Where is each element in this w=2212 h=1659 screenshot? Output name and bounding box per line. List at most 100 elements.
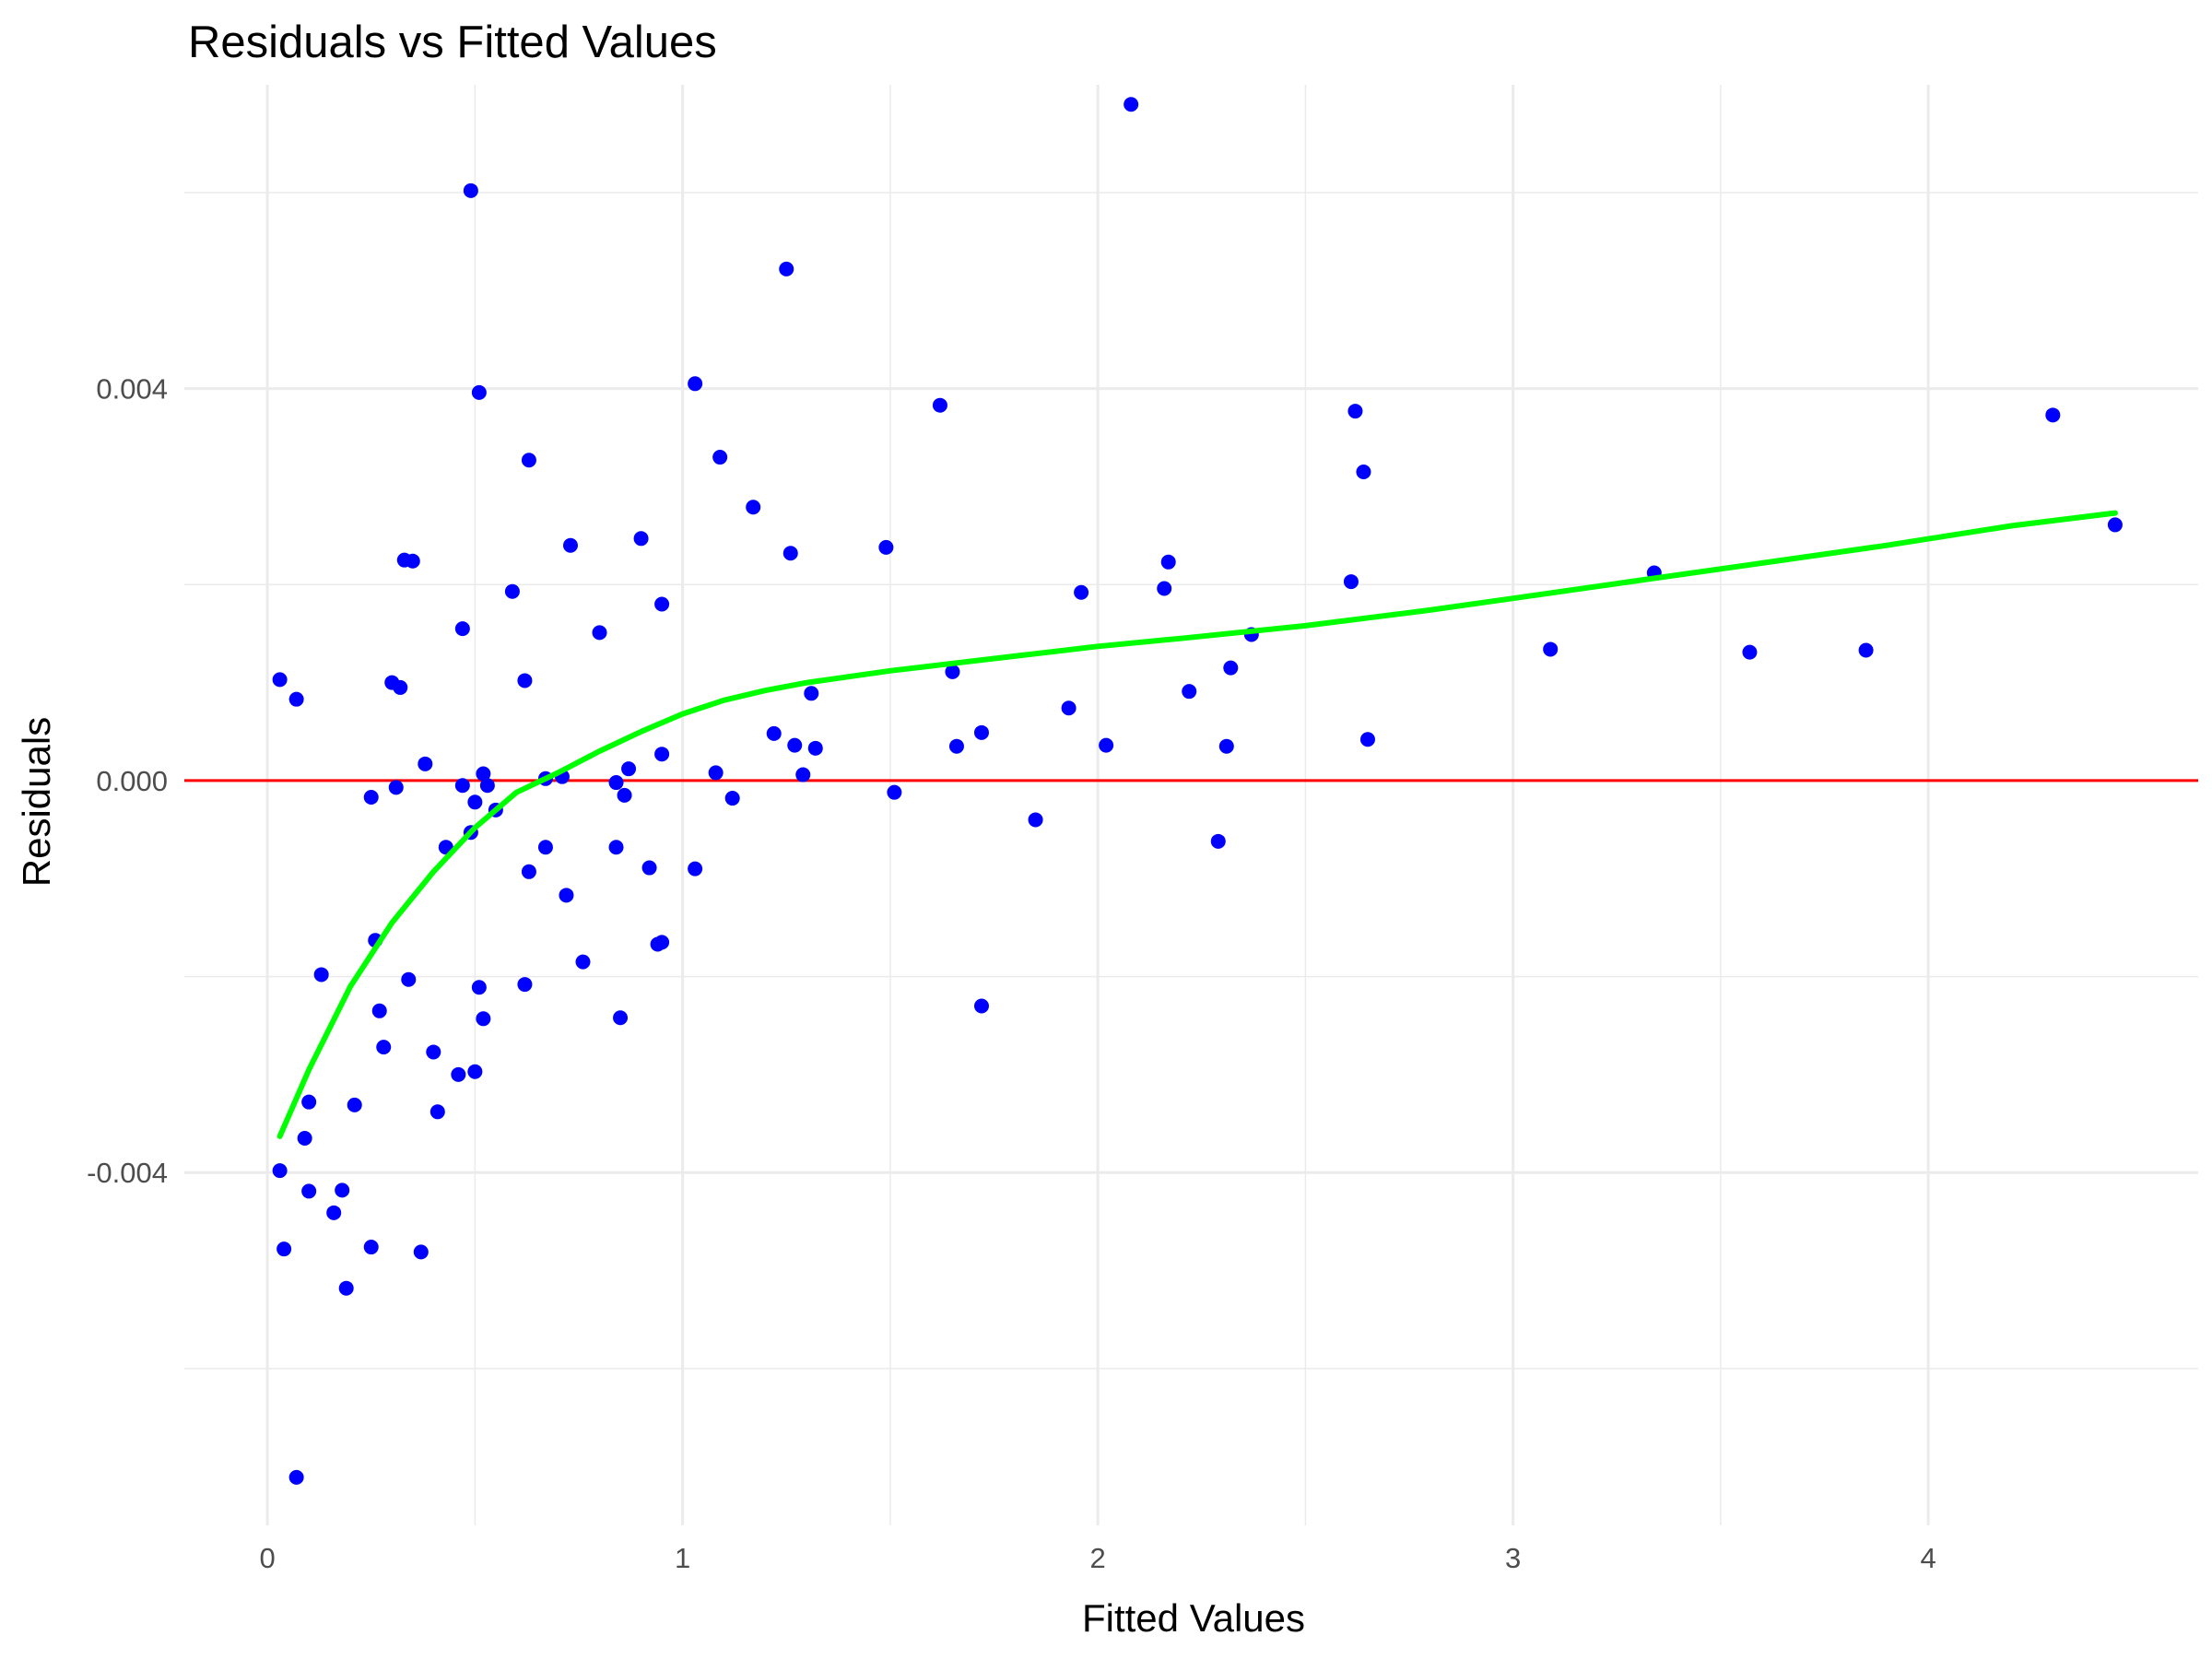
residual-point <box>779 261 794 276</box>
residual-point <box>1074 584 1089 600</box>
residual-point <box>641 860 657 876</box>
residual-point <box>418 756 433 771</box>
ticks-layer: 0 1 2 3 4 -0.004 0.000 0.004 <box>87 373 1936 1574</box>
residual-point <box>932 397 947 413</box>
y-tick-label: 0.004 <box>96 373 168 406</box>
residual-point <box>272 672 288 688</box>
residual-point <box>621 761 637 777</box>
residual-point <box>376 1040 392 1055</box>
residual-point <box>613 1010 629 1026</box>
residual-point <box>1223 660 1239 676</box>
residual-point <box>878 539 894 555</box>
residual-point <box>654 596 670 612</box>
residual-point <box>297 1131 312 1147</box>
residual-point <box>948 738 964 754</box>
residual-point <box>945 664 960 679</box>
residual-point <box>335 1182 350 1198</box>
residual-point <box>517 673 533 688</box>
residual-point <box>326 1205 342 1220</box>
residual-point <box>405 553 420 569</box>
residual-point <box>887 784 902 800</box>
residual-point <box>313 967 329 982</box>
y-axis-title: Residuals <box>15 717 58 887</box>
residual-point <box>766 725 782 741</box>
residual-point <box>1218 738 1234 754</box>
residual-point <box>521 864 536 879</box>
residual-point <box>562 537 578 553</box>
residual-point <box>795 767 811 782</box>
residual-point <box>371 1003 387 1018</box>
residual-point <box>454 621 470 637</box>
residual-point <box>633 531 649 547</box>
x-tick-label: 3 <box>1505 1542 1521 1574</box>
chart-title: Residuals vs Fitted Values <box>188 18 717 67</box>
residual-point <box>521 453 536 468</box>
x-tick-label: 1 <box>675 1542 690 1574</box>
smooth-trend-line <box>276 510 2118 1139</box>
residual-point <box>276 1241 292 1257</box>
residual-point <box>1061 700 1077 716</box>
residual-point <box>1160 554 1176 570</box>
residual-point <box>288 1469 304 1485</box>
y-tick-label: -0.004 <box>87 1157 168 1189</box>
residual-point <box>724 791 740 806</box>
residual-point <box>517 977 533 993</box>
residual-point <box>537 840 553 855</box>
residual-point <box>1356 464 1371 479</box>
residual-point <box>2107 517 2123 533</box>
residual-point <box>476 766 491 782</box>
residual-point <box>608 840 624 855</box>
residual-point <box>363 1240 379 1255</box>
residual-point <box>688 861 703 877</box>
residual-point <box>479 778 495 794</box>
residual-point <box>1543 641 1559 657</box>
residual-point <box>393 679 408 695</box>
residual-point <box>347 1097 362 1112</box>
residual-point <box>301 1183 317 1199</box>
residual-point <box>654 935 670 950</box>
residual-point <box>401 971 417 987</box>
x-tick-label: 2 <box>1090 1542 1106 1574</box>
residual-point <box>654 747 670 762</box>
residual-point <box>471 980 487 995</box>
residual-point <box>1858 642 1874 658</box>
residual-point <box>426 1044 441 1060</box>
residual-point <box>712 450 728 465</box>
residual-point <box>617 787 632 803</box>
residual-point <box>1157 581 1172 596</box>
residual-point <box>429 1104 445 1120</box>
residual-point <box>388 780 404 795</box>
residual-point <box>973 724 989 740</box>
residual-point <box>592 625 607 641</box>
residual-point <box>1742 644 1758 660</box>
residual-point <box>467 1064 483 1079</box>
x-tick-label: 4 <box>1921 1542 1936 1574</box>
residual-point <box>288 691 304 707</box>
residual-point <box>454 778 470 794</box>
y-tick-label: 0.000 <box>96 765 168 797</box>
residual-point <box>708 765 724 781</box>
residual-point <box>363 789 379 805</box>
residual-point <box>575 954 591 970</box>
x-tick-label: 0 <box>259 1542 275 1574</box>
residual-point <box>467 794 483 810</box>
residual-point <box>746 500 761 515</box>
residual-point <box>413 1244 429 1260</box>
residual-point <box>608 775 624 791</box>
residual-point <box>1028 812 1043 828</box>
residual-point <box>301 1094 317 1110</box>
residual-point <box>476 1011 491 1027</box>
residual-point <box>787 737 803 753</box>
residual-point <box>272 1163 288 1179</box>
smooth-layer <box>276 510 2118 1139</box>
residual-point <box>1099 737 1114 753</box>
residual-point <box>973 998 989 1014</box>
residual-point <box>804 686 819 701</box>
residual-point <box>1347 404 1363 419</box>
residual-point <box>463 182 478 198</box>
residual-point <box>1210 833 1226 849</box>
residual-point <box>1182 684 1197 700</box>
residual-point <box>338 1280 354 1296</box>
residual-point <box>471 384 487 400</box>
